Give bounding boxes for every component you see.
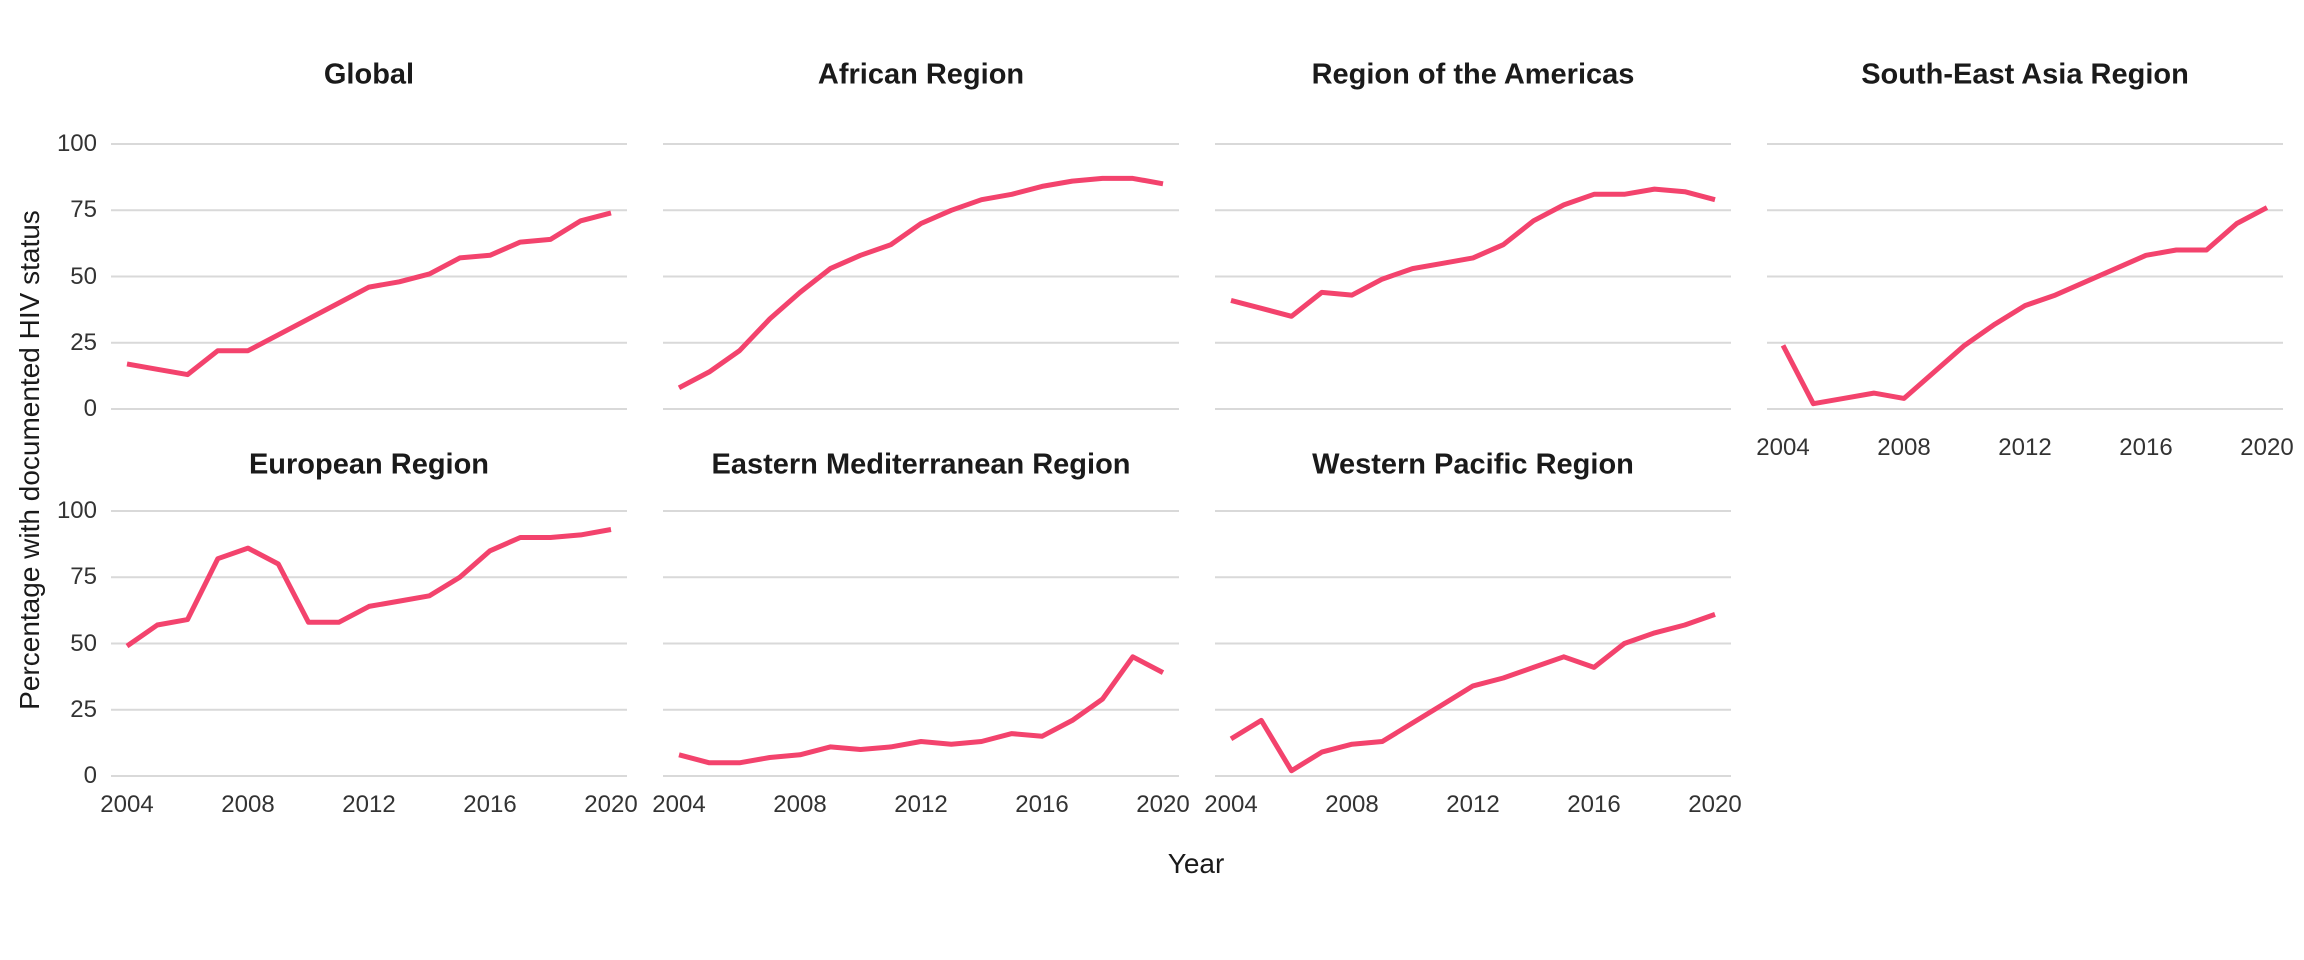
x-tick-label: 2004 [652, 791, 706, 818]
x-tick-label: 2004 [100, 791, 154, 818]
y-tick-label: 100 [56, 497, 97, 524]
x-tick-label: 2016 [463, 791, 517, 818]
y-tick-label: 0 [83, 762, 97, 789]
y-tick-label: 25 [70, 695, 97, 723]
x-tick-label: 2004 [1756, 434, 1810, 461]
facet-south-east-asia-region [1767, 143, 2283, 410]
facet-title-european-region: European Region [248, 448, 490, 481]
y-tick-label: 50 [70, 629, 97, 657]
facet-eastern-mediterranean-region [663, 510, 1179, 777]
facet-title-western-pacific-region: Western Pacific Region [1312, 448, 1634, 481]
facet-title-south-east-asia-region: South-East Asia Region [1861, 58, 2189, 91]
x-tick-label: 2012 [1446, 791, 1500, 818]
x-tick-label: 2008 [1877, 434, 1931, 461]
y-tick-label: 75 [70, 563, 97, 591]
facet-western-pacific-region [1215, 510, 1731, 777]
y-tick-label: 0 [83, 395, 97, 422]
data-line-south-east-asia-region [1780, 205, 2269, 407]
x-axis-title: Year [1167, 848, 1225, 879]
data-line-eastern-mediterranean-region [678, 654, 1165, 766]
x-tick-label: 2012 [1998, 434, 2052, 461]
x-tick-label: 2016 [1015, 791, 1069, 818]
x-tick-label: 2020 [584, 791, 638, 818]
x-tick-label: 2020 [2240, 434, 2294, 461]
y-tick-label: 75 [70, 196, 97, 224]
facet-title-global: Global [323, 58, 415, 91]
facet-title-african-region: African Region [817, 58, 1025, 91]
data-line-global [126, 210, 612, 378]
y-tick-label: 50 [70, 262, 97, 290]
data-line-european-region [125, 527, 612, 649]
x-tick-label: 2004 [1204, 791, 1258, 818]
data-line-western-pacific-region [1229, 612, 1716, 774]
y-tick-label: 25 [70, 328, 97, 356]
x-tick-label: 2020 [1688, 791, 1742, 818]
x-tick-label: 2012 [342, 791, 396, 818]
x-tick-label: 2016 [1567, 791, 1621, 818]
facet-african-region [663, 143, 1179, 410]
x-tick-label: 2008 [221, 791, 275, 818]
facet-region-of-the-americas [1215, 143, 1731, 410]
facet-title-eastern-mediterranean-region: Eastern Mediterranean Region [711, 448, 1131, 481]
facet-european-region [111, 510, 627, 777]
x-tick-label: 2012 [894, 791, 948, 818]
x-tick-label: 2008 [1325, 791, 1379, 818]
x-tick-label: 2016 [2119, 434, 2173, 461]
facet-title-region-of-the-americas: Region of the Americas [1311, 58, 1635, 91]
x-tick-label: 2008 [773, 791, 827, 818]
x-tick-label: 2020 [1136, 791, 1190, 818]
facet-global [111, 143, 627, 410]
y-tick-label: 100 [56, 130, 97, 157]
data-line-region-of-the-americas [1230, 186, 1716, 319]
data-line-african-region [677, 175, 1164, 391]
